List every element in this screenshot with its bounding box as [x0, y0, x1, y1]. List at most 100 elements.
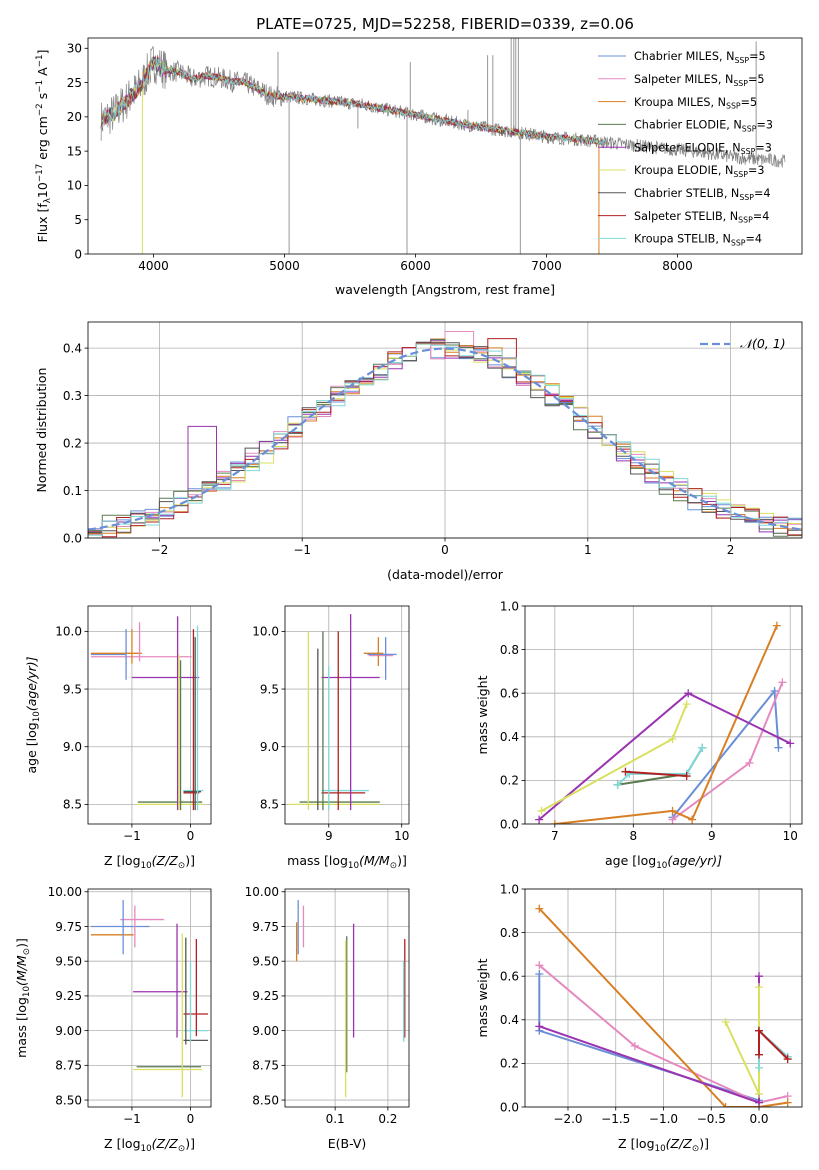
- x-axis-label: wavelength [Angstrom, rest frame]: [335, 282, 555, 297]
- marker: [755, 972, 764, 981]
- marker: [682, 700, 691, 709]
- legend-label: Kroupa STELIB, NSSP=4: [634, 233, 762, 248]
- x-tick-label: 5000: [269, 259, 300, 273]
- x-tick-label: −2.0: [553, 1112, 582, 1126]
- axes-weight_vs_Z: −2.0 −1.5 −1.0 −0.5 0.0 0.0 0.2 0.4 0.6 0.8 1.0: [500, 882, 803, 1126]
- marker: [668, 815, 677, 824]
- x-tick-label: −0.5: [697, 1112, 726, 1126]
- legend-label: Salpeter MILES, NSSP=5: [634, 73, 764, 88]
- normal-curve: [88, 347, 802, 531]
- axes-mass_vs_Z: −1 0 8.50 8.75 9.00 9.25 9.50 9.75 10.00: [48, 885, 212, 1126]
- model-spectrum: [100, 56, 606, 146]
- plot-area-age_vs_mass: [288, 614, 397, 811]
- axes-frame: [87, 37, 803, 255]
- x-tick-label: 10: [783, 829, 798, 843]
- plot-area-mass_vs_ebv: [295, 900, 406, 1098]
- y-axis-label: mass weight: [475, 675, 490, 754]
- y-tick-label: 30: [67, 42, 82, 56]
- x-tick-label: 9: [708, 829, 716, 843]
- y-tick-label: 9.75: [252, 920, 279, 934]
- plot-area-residual_hist: [88, 331, 802, 538]
- y-axis-label: Flux [fλ10−17 erg cm−2 s−1 A−1]: [35, 50, 53, 243]
- y-tick-label: 0.8: [500, 643, 519, 657]
- marker: [770, 687, 779, 696]
- marker: [698, 743, 707, 752]
- line-salpeter-stelib: [625, 770, 687, 777]
- y-tick-label: 0.1: [63, 484, 82, 498]
- axes-frame: [87, 605, 212, 825]
- x-tick-label: −1: [123, 1112, 141, 1126]
- x-axis-label: Z [log10(Z/Z⊙)]: [618, 1136, 709, 1154]
- axes-residual_hist: −2 −1 0 1 2 0.0 0.1 0.2 0.3 0.4: [63, 321, 803, 557]
- x-tick-label: −1: [123, 829, 141, 843]
- axes-spectrum: 4000 5000 6000 7000 8000 0 5 10 15 20 25 30: [67, 37, 803, 273]
- y-tick-label: 9.25: [252, 989, 279, 1003]
- y-tick-label: 0.4: [63, 341, 82, 355]
- marker: [688, 815, 697, 824]
- axes-frame: [284, 605, 410, 825]
- y-tick-label: 10.00: [48, 885, 82, 899]
- x-axis-label: age [log10(age/yr)]: [605, 853, 722, 871]
- y-tick-label: 10.0: [55, 625, 82, 639]
- axes-frame: [524, 605, 803, 825]
- x-tick-label: 10: [394, 829, 409, 843]
- plot-area-spectrum: [100, 38, 786, 254]
- y-tick-label: 10.0: [252, 625, 279, 639]
- marker: [778, 678, 787, 687]
- y-tick-label: 0.6: [500, 687, 519, 701]
- y-tick-label: 8.50: [55, 1093, 82, 1107]
- y-tick-label: 0.2: [500, 774, 519, 788]
- plot-area-age_vs_Z: [90, 616, 204, 811]
- y-axis-label: mass weight: [475, 958, 490, 1037]
- marker: [755, 1063, 764, 1072]
- plot-area-weight_vs_age: [535, 621, 795, 824]
- marker: [721, 1017, 730, 1026]
- x-axis-label: E(B-V): [328, 1136, 367, 1151]
- legend-label: Kroupa MILES, NSSP=5: [634, 96, 757, 111]
- marker: [755, 1098, 764, 1107]
- y-axis-label: Normed distribution: [34, 368, 49, 493]
- marker: [786, 739, 795, 748]
- x-tick-label: 2: [727, 543, 735, 557]
- figure-title: PLATE=0725, MJD=52258, FIBERID=0339, z=0…: [256, 15, 634, 33]
- marker: [755, 1050, 764, 1059]
- y-tick-label: 8.5: [63, 798, 82, 812]
- y-tick-label: 9.00: [55, 1024, 82, 1038]
- marker: [535, 904, 544, 913]
- y-tick-label: 20: [67, 110, 82, 124]
- legend-spectrum: Chabrier MILES, NSSP=5 Salpeter MILES, NS…: [598, 50, 773, 247]
- marker: [755, 983, 764, 992]
- axes-frame: [284, 888, 410, 1108]
- marker: [535, 815, 544, 824]
- marker: [721, 1103, 730, 1107]
- y-tick-label: 25: [67, 76, 82, 90]
- legend-label: Salpeter ELODIE, NSSP=3: [634, 141, 772, 156]
- x-tick-label: −1.0: [649, 1112, 678, 1126]
- marker: [682, 772, 691, 781]
- histogram-step: [88, 343, 802, 538]
- x-tick-label: 1: [584, 543, 592, 557]
- marker: [684, 689, 693, 698]
- line-salpeter-miles: [538, 964, 788, 1104]
- y-tick-label: 0.0: [500, 817, 519, 831]
- x-tick-label: 0.2: [378, 1112, 397, 1126]
- y-tick-label: 10.00: [245, 885, 279, 899]
- x-tick-label: 6000: [400, 259, 431, 273]
- y-tick-label: 0.6: [500, 970, 519, 984]
- axes-weight_vs_age: 7 8 9 10 0.0 0.2 0.4 0.6 0.8 1.0: [500, 599, 803, 843]
- y-axis-label: mass [log10(M/M⊙)]: [14, 938, 32, 1058]
- x-tick-label: 7: [551, 829, 559, 843]
- marker: [668, 806, 677, 815]
- marker: [755, 1089, 764, 1098]
- marker: [783, 1098, 792, 1107]
- y-tick-label: 5: [74, 213, 82, 227]
- x-tick-label: 7000: [531, 259, 562, 273]
- x-tick-label: 0.0: [749, 1112, 768, 1126]
- marker: [535, 961, 544, 970]
- x-tick-label: −1.5: [601, 1112, 630, 1126]
- y-tick-label: 0.0: [63, 531, 82, 545]
- x-tick-label: 0: [187, 829, 195, 843]
- y-tick-label: 0.3: [63, 389, 82, 403]
- marker: [537, 806, 546, 815]
- y-tick-label: 9.75: [55, 920, 82, 934]
